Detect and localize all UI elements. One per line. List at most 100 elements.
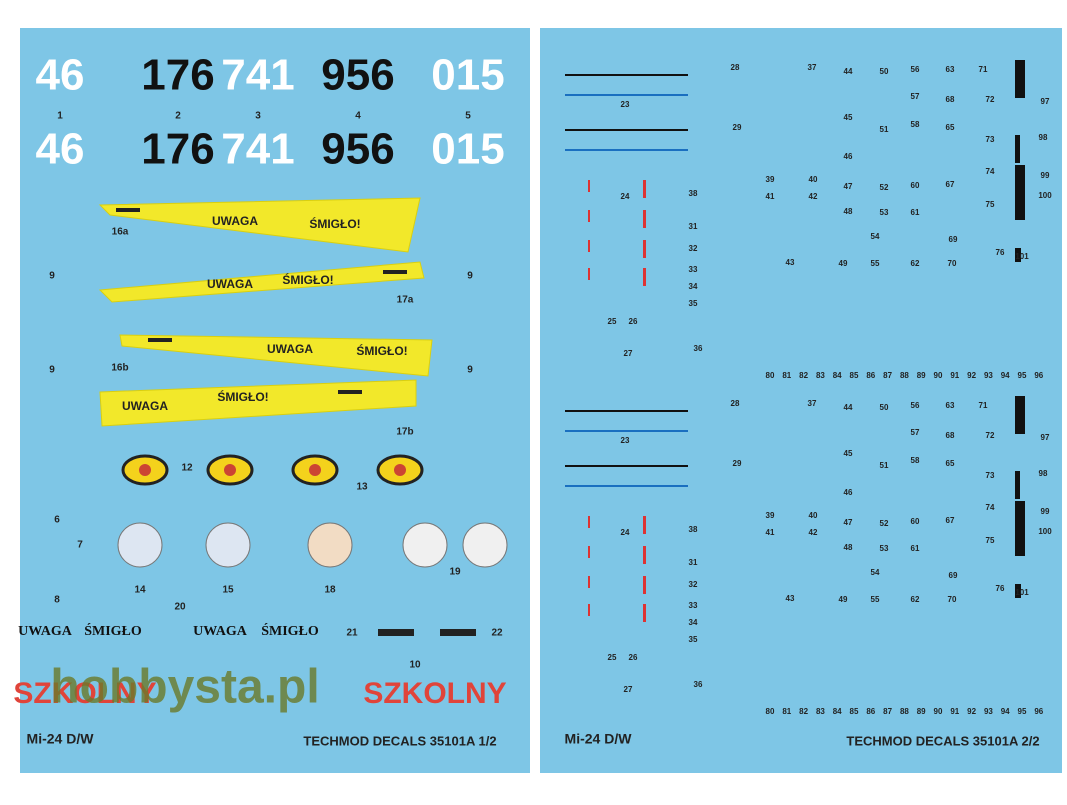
pupil <box>224 464 236 476</box>
arrow <box>378 629 414 636</box>
decal-number: 80 <box>766 371 775 380</box>
decal-number: 42 <box>809 192 818 201</box>
decal-number: 96 <box>1034 707 1043 716</box>
decal-number: 61 <box>911 544 920 553</box>
bar-decal <box>1015 584 1021 598</box>
decal-number: 71 <box>979 65 988 74</box>
decal-number: 48 <box>844 207 853 216</box>
decal-number: 35 <box>689 635 698 644</box>
decal-number: 81 <box>782 371 791 380</box>
decal-number: 35 <box>689 299 698 308</box>
decal-number: 39 <box>766 175 775 184</box>
decal-number: 49 <box>839 259 848 268</box>
decal-number: 99 <box>1041 171 1050 180</box>
decal-number: 73 <box>986 471 995 480</box>
arrow <box>116 208 140 212</box>
serial-number: 015 <box>431 51 504 100</box>
decal-number: 36 <box>694 344 703 353</box>
decal-number: 85 <box>850 371 859 380</box>
decal-number: 28 <box>731 399 740 408</box>
warning-text: ŚMIGŁO! <box>309 216 360 231</box>
pupil <box>309 464 321 476</box>
decal-number: 83 <box>816 371 825 380</box>
decal-number: 67 <box>946 516 955 525</box>
arrow <box>383 270 407 274</box>
decal-number: 47 <box>844 182 853 191</box>
decal-number: 91 <box>950 371 959 380</box>
decal-number: 63 <box>946 401 955 410</box>
decal-number: 39 <box>766 511 775 520</box>
decal-number: 60 <box>911 517 920 526</box>
decal-number: 5 <box>465 111 471 122</box>
decal-number: 68 <box>946 431 955 440</box>
decal-number: 56 <box>911 401 920 410</box>
decal-number: 52 <box>880 519 889 528</box>
decal-number: 93 <box>984 371 993 380</box>
decal-number: 86 <box>866 371 875 380</box>
decal-number: 101 <box>1015 588 1029 597</box>
decal-number: 36 <box>694 680 703 689</box>
red-decal <box>643 546 646 564</box>
stencil-text: UWAGA <box>193 624 248 639</box>
decal-number: 28 <box>731 63 740 72</box>
decal-number: 69 <box>949 235 958 244</box>
decal-number: 69 <box>949 571 958 580</box>
decal-number: 17b <box>396 427 413 438</box>
decal-number: 12 <box>181 463 193 474</box>
pupil <box>139 464 151 476</box>
decal-number: 86 <box>866 707 875 716</box>
decal-number: 53 <box>880 544 889 553</box>
red-decal <box>588 180 590 192</box>
emblem <box>462 522 508 568</box>
decal-number: 98 <box>1039 469 1048 478</box>
trainer-text: SZKOLNY <box>363 677 506 710</box>
decal-number: 73 <box>986 135 995 144</box>
decal-number: 76 <box>996 584 1005 593</box>
decal-number: 71 <box>979 401 988 410</box>
decal-number: 70 <box>948 595 957 604</box>
decal-number: 84 <box>833 371 842 380</box>
decal-number: 43 <box>786 594 795 603</box>
trainer-text: SZKOLNY <box>13 677 156 710</box>
decal-number: 89 <box>917 707 926 716</box>
decal-number: 38 <box>689 189 698 198</box>
decal-number: 24 <box>621 192 630 201</box>
decal-number: 24 <box>621 528 630 537</box>
right-sheet <box>540 28 1062 773</box>
decal-number: 49 <box>839 595 848 604</box>
emblem <box>402 522 448 568</box>
decal-number: 67 <box>946 180 955 189</box>
warning-text: ŚMIGŁO! <box>356 343 407 358</box>
bar-decal <box>1015 248 1021 262</box>
decal-number: 22 <box>491 628 503 639</box>
red-decal <box>588 268 590 280</box>
stencil-text: ŚMIGŁO <box>261 622 319 639</box>
decal-number: 9 <box>467 365 473 376</box>
serial-number: 015 <box>431 125 504 174</box>
red-decal <box>643 516 646 534</box>
decal-number: 33 <box>689 265 698 274</box>
decal-number: 56 <box>911 65 920 74</box>
decal-number: 55 <box>871 259 880 268</box>
decal-number: 53 <box>880 208 889 217</box>
decal-number: 63 <box>946 65 955 74</box>
model-name: Mi-24 D/W <box>565 731 633 747</box>
decal-number: 4 <box>355 111 361 122</box>
warning-text: ŚMIGŁO! <box>282 272 333 287</box>
decal-number: 21 <box>346 628 358 639</box>
decal-number: 32 <box>689 580 698 589</box>
decal-number: 23 <box>621 100 630 109</box>
decal-number: 2 <box>175 111 181 122</box>
decal-number: 9 <box>467 271 473 282</box>
bar-decal <box>1015 60 1025 98</box>
serial-number: 176 <box>141 51 214 100</box>
decal-number: 52 <box>880 183 889 192</box>
decal-number: 83 <box>816 707 825 716</box>
red-decal <box>643 180 646 198</box>
decal-number: 72 <box>986 95 995 104</box>
decal-number: 99 <box>1041 507 1050 516</box>
decal-number: 50 <box>880 403 889 412</box>
decal-number: 90 <box>934 707 943 716</box>
bar-decal <box>1015 501 1025 556</box>
decal-number: 97 <box>1041 97 1050 106</box>
